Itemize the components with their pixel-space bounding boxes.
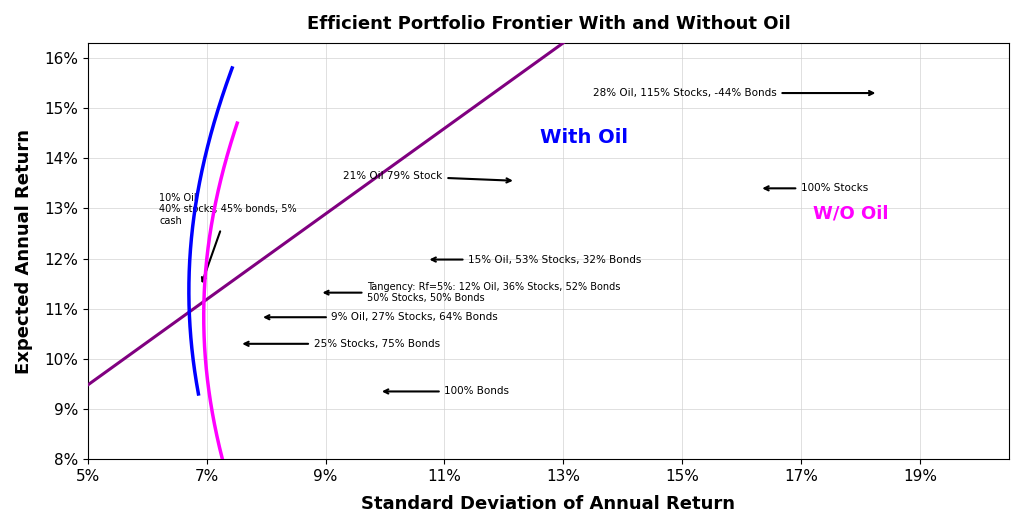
Text: 28% Oil, 115% Stocks, -44% Bonds: 28% Oil, 115% Stocks, -44% Bonds	[593, 88, 873, 98]
Title: Efficient Portfolio Frontier With and Without Oil: Efficient Portfolio Frontier With and Wi…	[306, 15, 791, 33]
Text: 15% Oil, 53% Stocks, 32% Bonds: 15% Oil, 53% Stocks, 32% Bonds	[432, 254, 642, 265]
Text: 100% Stocks: 100% Stocks	[765, 183, 868, 193]
Text: With Oil: With Oil	[540, 128, 628, 147]
Text: 9% Oil, 27% Stocks, 64% Bonds: 9% Oil, 27% Stocks, 64% Bonds	[265, 312, 499, 322]
Text: 21% Oil 79% Stock: 21% Oil 79% Stock	[343, 171, 511, 183]
Text: Tangency: Rf=5%: 12% Oil, 36% Stocks, 52% Bonds
50% Stocks, 50% Bonds: Tangency: Rf=5%: 12% Oil, 36% Stocks, 52…	[325, 282, 621, 304]
Text: 10% Oil
40% stocks, 45% bonds, 5%
cash: 10% Oil 40% stocks, 45% bonds, 5% cash	[159, 193, 297, 281]
Text: 100% Bonds: 100% Bonds	[384, 386, 509, 397]
Text: 25% Stocks, 75% Bonds: 25% Stocks, 75% Bonds	[245, 339, 439, 349]
X-axis label: Standard Deviation of Annual Return: Standard Deviation of Annual Return	[361, 495, 735, 513]
Y-axis label: Expected Annual Return: Expected Annual Return	[15, 128, 33, 373]
Text: W/O Oil: W/O Oil	[813, 204, 889, 222]
